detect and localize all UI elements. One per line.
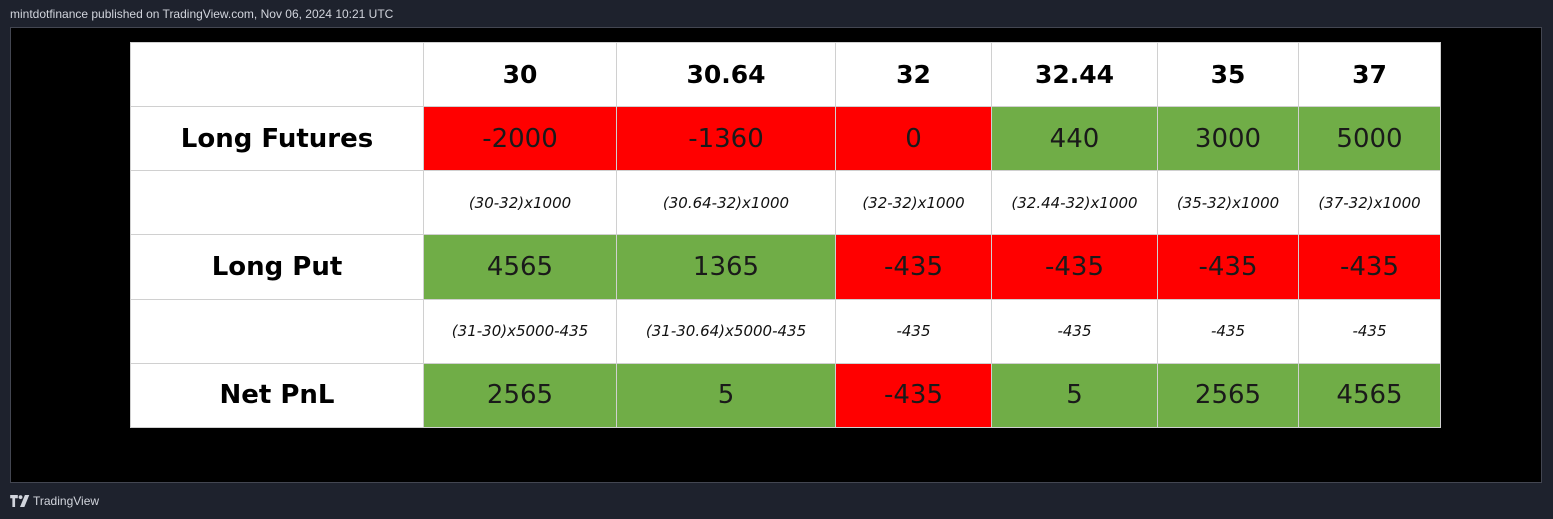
value-row: Long Futures -2000 -1360 0 440 3000 5000 [130,106,1441,172]
pnl-table: 30 30.64 32 32.44 35 37 Long Futures -2000 -1360… [130,41,1441,429]
formula-cell: (30.64-32)x1000 [616,170,836,236]
value-cell: 1365 [616,234,836,300]
formula-cell: -435 [835,298,992,364]
value-row: Long Put 4565 1365 -435 -435 -435 -435 [130,234,1441,300]
footer-bar: TradingView [0,484,1553,519]
row-label: Net PnL [130,362,424,429]
value-cell: -435 [1157,234,1299,300]
attribution-text: mintdotfinance published on TradingView.… [10,7,394,21]
formula-cell: -435 [1157,298,1299,364]
row-label [130,170,424,236]
value-cell: 4565 [1298,362,1441,429]
value-cell: -435 [835,234,992,300]
value-cell: 0 [835,106,992,172]
value-cell: -435 [1298,234,1441,300]
formula-cell: (37-32)x1000 [1298,170,1441,236]
row-label: Long Put [130,234,424,300]
value-cell: -2000 [423,106,617,172]
value-cell: 5 [991,362,1158,429]
tradingview-logo[interactable]: TradingView [10,494,99,508]
formula-cell: (31-30)x5000-435 [423,298,617,364]
row-label: Long Futures [130,106,424,172]
formula-cell: (32.44-32)x1000 [991,170,1158,236]
column-header: 30.64 [616,41,836,108]
formula-row: (30-32)x1000 (30.64-32)x1000 (32-32)x1000(… [130,170,1441,236]
value-cell: 5000 [1298,106,1441,172]
tradingview-logo-icon [10,495,30,507]
formula-cell: (35-32)x1000 [1157,170,1299,236]
value-cell: 4565 [423,234,617,300]
value-cell: 2565 [423,362,617,429]
column-header: 32 [835,41,992,108]
formula-row: (31-30)x5000-435 (31-30.64)x5000-435 -435-… [130,298,1441,364]
pnl-table-container: 30 30.64 32 32.44 35 37 Long Futures -2000 -1360… [130,41,1441,429]
formula-cell: (32-32)x1000 [835,170,992,236]
formula-cell: (31-30.64)x5000-435 [616,298,836,364]
value-row: Net PnL 2565 5 -435 5 2565 4565 [130,362,1441,429]
formula-cell: (30-32)x1000 [423,170,617,236]
column-header: 32.44 [991,41,1158,108]
column-header: 30 [423,41,617,108]
value-cell: 5 [616,362,836,429]
value-cell: -1360 [616,106,836,172]
row-label [130,298,424,364]
value-cell: 2565 [1157,362,1299,429]
column-header: 37 [1298,41,1441,108]
column-header: 35 [1157,41,1299,108]
formula-cell: -435 [1298,298,1441,364]
value-cell: 3000 [1157,106,1299,172]
value-cell: -435 [991,234,1158,300]
tradingview-brand-text: TradingView [33,494,100,508]
attribution-bar: mintdotfinance published on TradingView.… [0,0,1553,28]
formula-cell: -435 [991,298,1158,364]
value-cell: -435 [835,362,992,429]
header-row: 30 30.64 32 32.44 35 37 [130,41,1441,108]
value-cell: 440 [991,106,1158,172]
corner-cell [130,41,424,108]
